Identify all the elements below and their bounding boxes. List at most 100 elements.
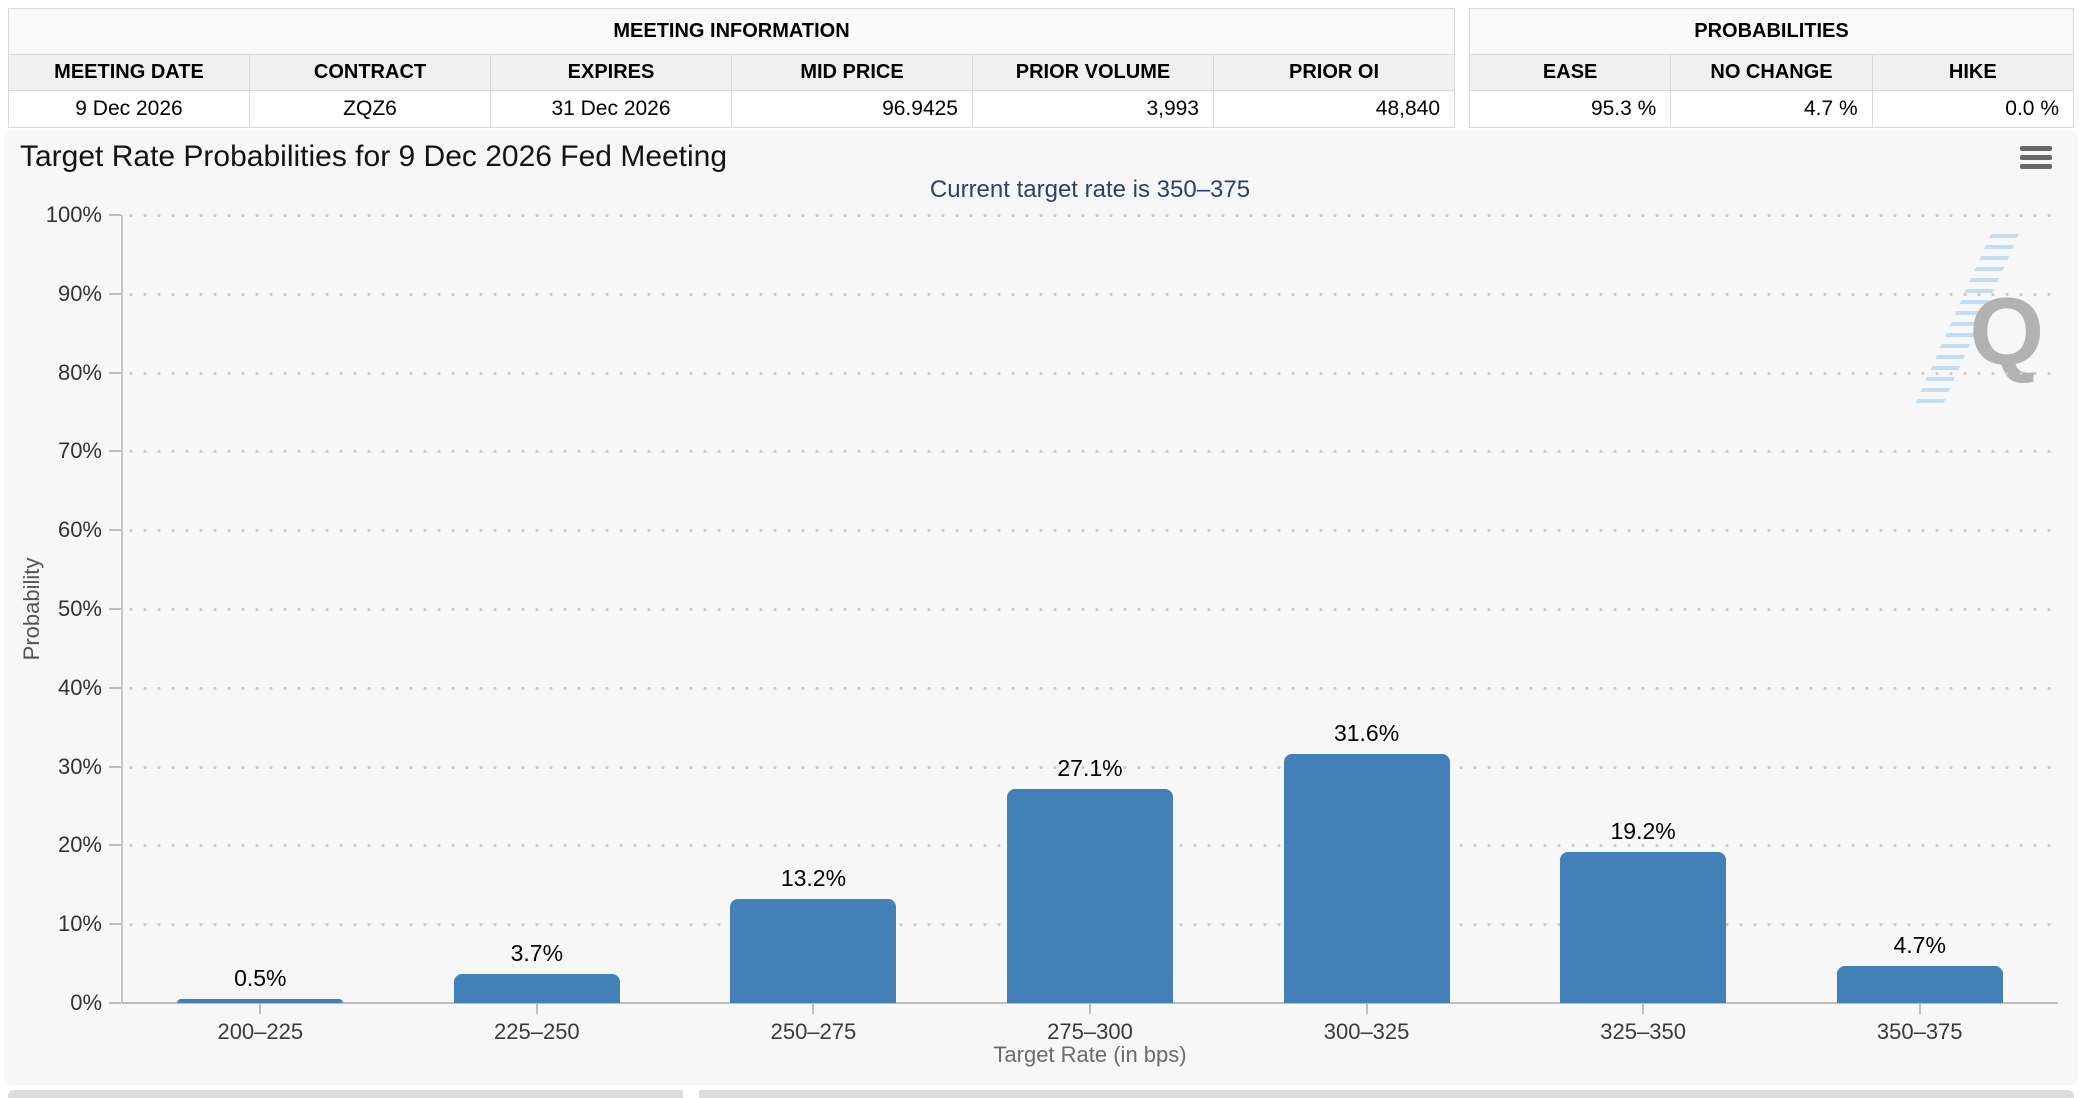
grid-line-100 (124, 214, 2058, 217)
bar-2[interactable] (730, 898, 897, 1003)
meeting-information-table: MEETING INFORMATION MEETING DATE CONTRACT… (8, 8, 1455, 128)
y-tick-label-0: 0% (70, 990, 102, 1015)
quikstrike-watermark-logo: Q (1915, 234, 2050, 404)
meeting-information-title: MEETING INFORMATION (8, 8, 1455, 55)
y-tick-label-90: 90% (57, 280, 102, 306)
meeting-info-header-4: PRIOR VOLUME (972, 54, 1214, 91)
meeting-information-header-row: MEETING DATE CONTRACT EXPIRES MID PRICE PRIO… (8, 54, 1455, 91)
bar-6[interactable] (1836, 965, 2003, 1003)
meeting-info-value-3: 96.9425 (731, 90, 973, 128)
y-tick-mark-20 (109, 844, 121, 847)
x-tick-mark-2 (812, 1003, 815, 1014)
x-tick-label-4: 300–325 (1323, 1019, 1410, 1044)
bar-4[interactable] (1283, 754, 1450, 1003)
grid-line-30 (124, 765, 2058, 769)
bar-0[interactable] (177, 999, 344, 1003)
y-axis-title: Probability (19, 557, 44, 661)
probabilities-header-1: NO CHANGE (1670, 54, 1873, 91)
meeting-info-value-2: 31 Dec 2026 (490, 90, 732, 128)
y-tick-mark-70 (109, 450, 121, 453)
y-tick-label-100: 100% (45, 202, 102, 227)
meeting-info-header-0: MEETING DATE (8, 54, 250, 91)
y-tick-label-60: 60% (57, 517, 102, 543)
bar-slot-4: 31.6% (1228, 215, 1505, 1003)
grid-line-40 (124, 686, 2058, 690)
bar-value-label-2: 13.2% (780, 864, 847, 891)
y-tick-label-80: 80% (57, 359, 102, 385)
bar-value-label-1: 3.7% (510, 939, 564, 966)
x-tick-label-6: 350–375 (1876, 1019, 1963, 1044)
y-tick-mark-90 (109, 292, 121, 295)
y-tick-label-10: 10% (57, 911, 102, 937)
y-tick-mark-60 (109, 529, 121, 532)
probabilities-value-1: 4.7 % (1670, 90, 1873, 128)
bar-slot-1: 3.7% (399, 215, 676, 1003)
x-tick-mark-3 (1089, 1003, 1091, 1014)
y-tick-label-20: 20% (57, 832, 102, 858)
x-tick-label-3: 275–300 (1047, 1019, 1133, 1044)
probabilities-title: PROBABILITIES (1469, 8, 2074, 55)
bar-5[interactable] (1560, 851, 1727, 1003)
x-tick-mark-6 (1918, 1003, 1921, 1014)
bar-value-label-3: 27.1% (1057, 755, 1123, 782)
bar-slot-6: 4.7% (1781, 215, 2058, 1003)
meeting-information-value-row: 9 Dec 2026 ZQZ6 31 Dec 2026 96.9425 3,993 48,… (8, 90, 1455, 128)
meeting-info-header-1: CONTRACT (249, 54, 491, 91)
bar-slot-3: 27.1% (952, 215, 1229, 1003)
bar-3[interactable] (1006, 789, 1173, 1003)
meeting-info-header-5: PRIOR OI (1213, 54, 1455, 91)
bar-value-label-5: 19.2% (1610, 817, 1676, 844)
x-tick-label-1: 225–250 (494, 1019, 580, 1044)
grid-line-60 (124, 529, 2058, 533)
bar-slot-0: 0.5% (122, 215, 399, 1003)
probabilities-value-row: 95.3 % 4.7 % 0.0 % (1468, 90, 2075, 128)
grid-line-50 (124, 608, 2058, 611)
y-tick-mark-50 (109, 608, 121, 610)
hamburger-bar (2020, 146, 2052, 151)
target-rate-chart-panel: Target Rate Probabilities for 9 Dec 2026… (4, 130, 2078, 1085)
meeting-info-value-1: ZQZ6 (249, 90, 491, 128)
meeting-info-value-5: 48,840 (1213, 90, 1455, 128)
x-tick-mark-1 (535, 1003, 538, 1014)
next-section-top-edge (8, 1090, 2074, 1098)
probabilities-header-row: EASE NO CHANGE HIKE (1468, 54, 2075, 91)
probabilities-value-0: 95.3 % (1468, 90, 1672, 128)
probabilities-value-2: 0.0 % (1871, 90, 2075, 128)
chart-subtitle: Current target rate is 350–375 (929, 176, 1251, 203)
x-tick-label-2: 250–275 (770, 1019, 857, 1044)
grid-line-90 (124, 292, 2058, 296)
grid-line-80 (124, 371, 2058, 375)
hamburger-bar (2020, 164, 2052, 169)
y-tick-mark-30 (109, 765, 121, 768)
x-axis-title: Target Rate (in bps) (993, 1042, 1187, 1067)
y-tick-mark-100 (109, 214, 121, 216)
meeting-info-value-4: 3,993 (972, 90, 1214, 128)
next-section-divider (683, 1090, 699, 1098)
y-tick-mark-40 (109, 686, 121, 689)
y-tick-mark-80 (109, 371, 121, 374)
bar-1[interactable] (453, 973, 620, 1003)
y-tick-mark-0 (109, 1002, 121, 1004)
y-tick-mark-10 (109, 923, 121, 926)
bar-value-label-0: 0.5% (234, 965, 287, 992)
watermark-q-letter: Q (1969, 278, 2044, 385)
y-tick-label-50: 50% (57, 596, 102, 621)
x-tick-mark-4 (1365, 1003, 1368, 1014)
y-tick-label-30: 30% (57, 753, 102, 779)
bar-value-label-6: 4.7% (1893, 931, 1946, 958)
probabilities-header-2: HIKE (1871, 54, 2075, 91)
hamburger-bar (2020, 155, 2052, 160)
y-tick-label-70: 70% (57, 438, 102, 464)
probabilities-header-0: EASE (1468, 54, 1672, 91)
bar-slot-2: 13.2% (675, 215, 952, 1003)
hamburger-menu-icon[interactable] (2020, 146, 2052, 173)
meeting-info-header-2: EXPIRES (490, 54, 732, 91)
y-tick-label-40: 40% (57, 674, 102, 700)
meeting-info-header-3: MID PRICE (731, 54, 973, 91)
plot-area: 0% 10% 20% 30% 40% 50% 60% 70% 80% 90% 100% 0.5% 200… (46, 202, 2058, 1044)
chart-title: Target Rate Probabilities for 9 Dec 2026… (20, 140, 728, 173)
y-axis-line (121, 215, 123, 1003)
x-tick-mark-5 (1642, 1003, 1645, 1014)
x-tick-label-5: 325–350 (1600, 1019, 1686, 1044)
